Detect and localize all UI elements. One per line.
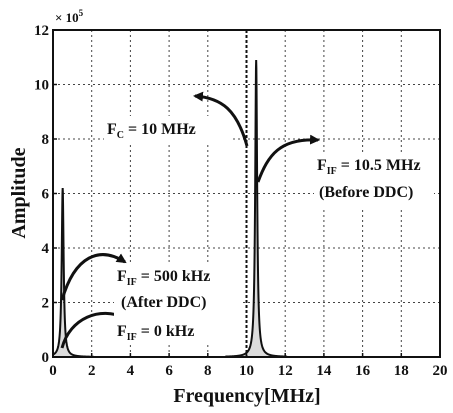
- y-tick-label: 12: [34, 23, 49, 39]
- y-tick-label: 0: [42, 350, 50, 366]
- arrow-before-ddc: [256, 134, 320, 183]
- annotation-before-ddc: FIF = 10.5 MHz: [317, 157, 421, 177]
- x-tick-label: 18: [394, 363, 409, 379]
- x-tick-label: 6: [165, 363, 173, 379]
- annotation-after-ddc-line2: (After DDC): [121, 294, 206, 311]
- x-tick-label: 16: [355, 363, 371, 379]
- annotation-zero-khz: FIF = 0 kHz: [117, 323, 194, 343]
- x-tick-label: 2: [88, 363, 96, 379]
- x-tick-label: 10: [239, 363, 254, 379]
- spectrum-series: [52, 59, 288, 358]
- y-tick-label: 4: [42, 241, 50, 257]
- x-tick-label: 0: [49, 363, 57, 379]
- x-tick-label: 4: [127, 363, 135, 379]
- x-tick-label: 8: [204, 363, 212, 379]
- annotation-after-ddc: FIF = 500 kHz: [117, 268, 210, 288]
- series-fill-1: [225, 59, 288, 357]
- y-multiplier: × 105: [55, 8, 84, 25]
- series-fill-0: [53, 188, 94, 357]
- y-axis-label: Amplitude: [8, 147, 30, 238]
- x-tick-label: 14: [316, 363, 332, 379]
- x-tick-label: 12: [278, 363, 293, 379]
- y-tick-label: 6: [42, 187, 50, 203]
- series-line-0: [52, 188, 94, 358]
- axis-ticks: 0 2 4 6 8 10 12 14 16 18 20 0 2 4 6 8 10 12: [34, 23, 448, 379]
- y-tick-label: 10: [34, 78, 49, 94]
- series-line-1: [225, 59, 288, 358]
- annotation-fc: FC = 10 MHz: [107, 121, 196, 141]
- x-axis-label: Frequency[MHz]: [173, 385, 320, 407]
- y-tick-label: 8: [42, 132, 50, 148]
- x-tick-label: 20: [433, 363, 448, 379]
- arrow-fc: [193, 91, 249, 147]
- arrow-after-ddc: [60, 253, 127, 301]
- annotation-before-ddc-line2: (Before DDC): [319, 184, 413, 201]
- y-tick-label: 2: [42, 296, 50, 312]
